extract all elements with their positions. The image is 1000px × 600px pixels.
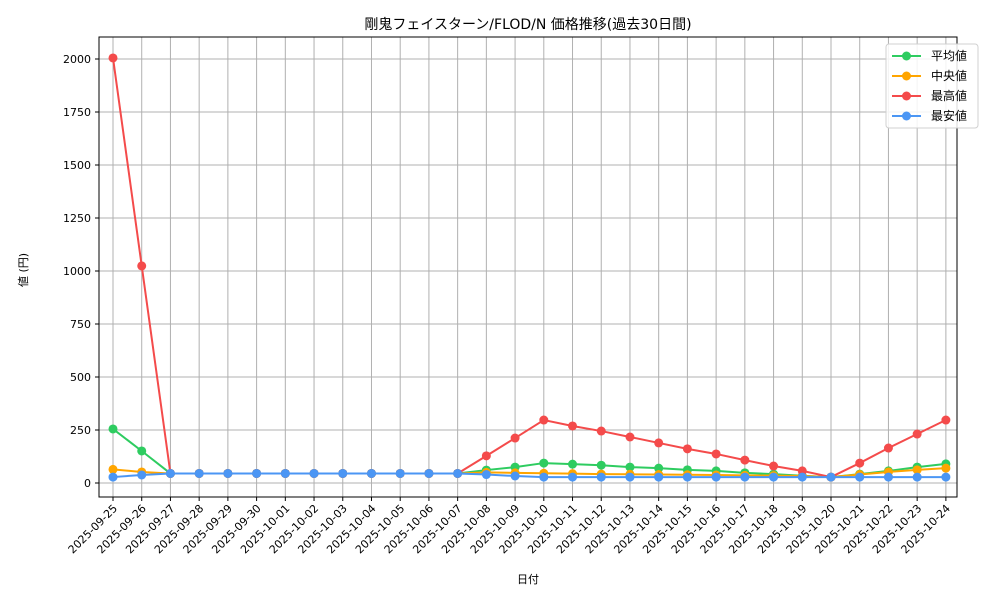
chart-title: 剛鬼フェイスターン/FLOD/N 価格推移(過去30日間) [364,17,691,33]
data-point [539,458,549,468]
data-point [740,455,750,465]
data-point [108,424,118,434]
data-point [568,459,578,469]
data-point [137,261,147,271]
y-tick-label: 250 [70,424,91,437]
data-point [769,461,779,471]
data-point [137,446,147,456]
data-point [366,468,376,478]
legend-label: 平均値 [931,48,967,63]
data-point [654,463,664,473]
legend-marker-icon [902,71,911,81]
series-line [112,472,946,479]
data-point [596,460,606,470]
data-point [539,472,549,482]
data-point [223,468,233,478]
data-point [654,472,664,482]
data-point [855,472,865,482]
data-point [941,463,951,473]
data-point [165,468,175,478]
data-point [883,472,893,482]
series-layer [108,53,951,482]
data-point [108,464,118,474]
data-point [137,470,147,480]
series-2 [108,53,951,482]
legend-marker-icon [902,111,911,121]
data-point [912,465,922,475]
data-point [625,432,635,442]
data-point [682,444,692,454]
y-tick-label: 1500 [63,159,91,172]
y-tick-label: 1250 [63,212,91,225]
data-point [797,472,807,482]
data-point [826,472,836,482]
legend-box [885,43,979,129]
data-point [625,472,635,482]
grid-lines [99,37,957,497]
y-tick-label: 2000 [63,53,91,66]
data-point [309,468,319,478]
y-axis-label: 値 (円) [17,253,30,287]
data-point [510,433,520,443]
data-point [596,472,606,482]
data-point [941,415,951,425]
legend-label: 最安値 [931,108,967,123]
data-point [711,472,721,482]
legend-marker-icon [902,51,911,61]
data-point [108,472,118,482]
data-point [740,472,750,482]
data-point [194,468,204,478]
y-tick-label: 1750 [63,106,91,119]
data-point [912,472,922,482]
data-point [280,468,290,478]
data-point [912,429,922,439]
data-point [424,468,434,478]
y-axis-ticks: 0 250 500 750 1000 1250 1500 1750 2000 [63,53,99,490]
legend-label: 最高値 [931,88,967,103]
series-3 [108,468,951,482]
data-point [108,53,118,63]
series-line [112,57,947,479]
data-point [338,468,348,478]
data-point [855,458,865,468]
data-point [481,451,491,461]
data-point [625,462,635,472]
data-point [596,426,606,436]
data-point [883,443,893,453]
plot-frame [98,36,958,498]
legend-marker-icon [902,91,911,101]
x-axis-ticks: 2025-09-252025-09-262025-09-272025-09-28… [66,497,953,556]
data-point [252,468,262,478]
data-point [568,421,578,431]
data-point [453,468,463,478]
data-point [769,472,779,482]
data-point [395,468,405,478]
legend-label: 中央値 [931,68,967,83]
x-axis-label: 日付 [517,573,539,586]
data-point [481,470,491,480]
data-point [510,471,520,481]
y-tick-label: 500 [70,371,91,384]
data-point [711,449,721,459]
data-point [682,472,692,482]
series-line [112,428,946,479]
y-tick-label: 750 [70,318,91,331]
data-point [568,472,578,482]
data-point [539,415,549,425]
data-point [654,438,664,448]
data-point [941,472,951,482]
data-point [797,466,807,476]
y-tick-label: 0 [84,477,91,490]
y-tick-label: 1000 [63,265,91,278]
